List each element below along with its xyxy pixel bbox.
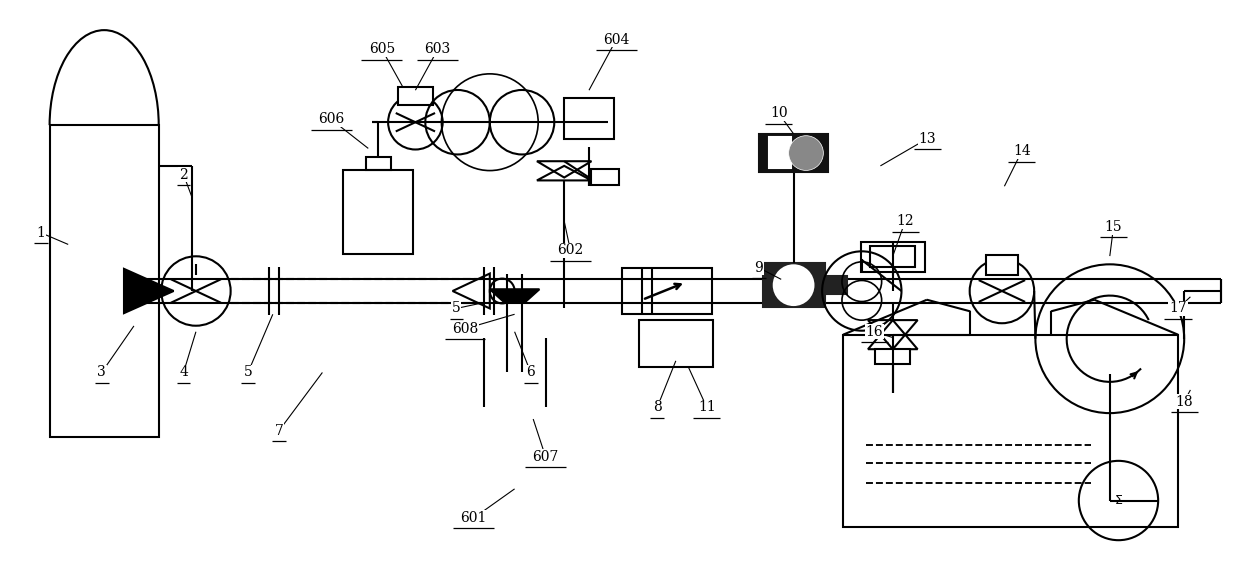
Text: 604: 604 <box>603 33 630 47</box>
Text: 13: 13 <box>919 132 936 146</box>
Bar <box>50 125 159 436</box>
Bar <box>398 87 433 105</box>
Bar <box>759 134 828 172</box>
Text: 606: 606 <box>317 112 345 126</box>
Bar <box>564 98 614 139</box>
Text: 607: 607 <box>532 450 559 464</box>
Text: 15: 15 <box>1105 220 1122 234</box>
Bar <box>639 320 713 367</box>
Text: $\Sigma$: $\Sigma$ <box>1114 494 1123 507</box>
Bar <box>622 268 712 314</box>
Circle shape <box>774 265 813 305</box>
Polygon shape <box>124 269 174 313</box>
Text: 5: 5 <box>243 365 253 379</box>
Text: 10: 10 <box>770 107 787 120</box>
Text: 14: 14 <box>1013 144 1030 158</box>
Text: 7: 7 <box>274 424 284 438</box>
Text: 1: 1 <box>36 226 46 240</box>
Text: 602: 602 <box>557 243 584 257</box>
Bar <box>366 157 391 170</box>
Text: 9: 9 <box>754 261 764 275</box>
Text: 8: 8 <box>652 400 662 414</box>
Text: 2: 2 <box>179 168 188 182</box>
Bar <box>763 263 825 307</box>
Bar <box>825 276 847 294</box>
Text: 6: 6 <box>526 365 536 379</box>
Text: 12: 12 <box>897 214 914 228</box>
Text: 3: 3 <box>97 365 107 379</box>
Text: 608: 608 <box>451 322 479 336</box>
Text: 17: 17 <box>1169 301 1187 315</box>
Bar <box>870 246 915 267</box>
Text: 601: 601 <box>460 511 487 525</box>
Text: 4: 4 <box>179 365 188 379</box>
Circle shape <box>789 136 823 171</box>
Text: 16: 16 <box>866 325 883 339</box>
Text: 11: 11 <box>698 400 715 414</box>
Text: 603: 603 <box>424 42 451 56</box>
Bar <box>986 255 1018 275</box>
Bar <box>591 169 619 185</box>
Bar <box>875 349 910 364</box>
Text: 5: 5 <box>451 301 461 315</box>
Text: 18: 18 <box>1176 395 1193 409</box>
Polygon shape <box>490 289 539 303</box>
Bar <box>843 335 1178 527</box>
Bar <box>343 170 413 254</box>
Bar <box>769 137 791 168</box>
Text: 605: 605 <box>368 42 396 56</box>
Bar <box>861 242 925 272</box>
